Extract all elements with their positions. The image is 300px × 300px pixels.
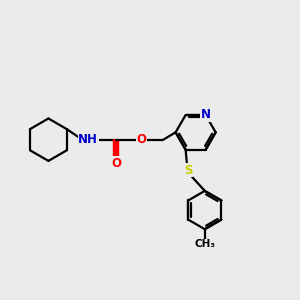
Text: NH: NH [78,133,98,146]
Text: S: S [184,164,193,177]
Text: N: N [201,109,211,122]
Text: CH₃: CH₃ [194,239,215,250]
Text: O: O [136,133,146,146]
Text: O: O [111,157,121,170]
